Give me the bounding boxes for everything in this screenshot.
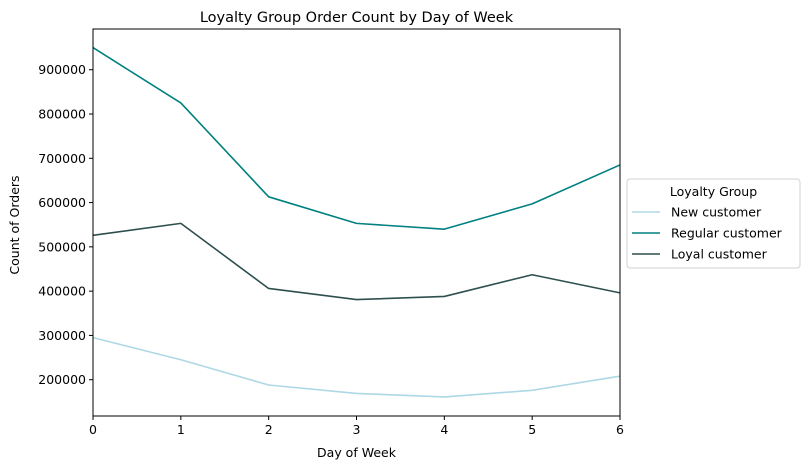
y-tick-label: 900000 xyxy=(38,62,86,77)
y-tick-label: 500000 xyxy=(38,239,86,254)
x-tick-label: 1 xyxy=(177,422,185,437)
legend-label: Regular customer xyxy=(671,226,783,241)
x-tick-label: 5 xyxy=(528,422,536,437)
series-line-new-customer xyxy=(92,336,621,398)
plot-background xyxy=(93,29,620,416)
series-line-loyal-customer xyxy=(92,222,621,301)
legend-frame xyxy=(626,178,801,269)
chart-title: Loyalty Group Order Count by Day of Week xyxy=(200,10,514,26)
y-tick-label: 600000 xyxy=(38,195,86,210)
plot-area xyxy=(92,28,621,417)
y-tick-label: 200000 xyxy=(38,372,86,387)
series-group xyxy=(92,46,621,398)
legend-label: Loyal customer xyxy=(671,247,768,262)
legend: Loyalty Group New customer Regular custom… xyxy=(626,178,801,269)
legend-items: New customer Regular customer Loyal custom… xyxy=(632,205,783,262)
y-tick-label: 300000 xyxy=(38,328,86,343)
x-tick-label: 3 xyxy=(353,422,361,437)
x-axis: 0 1 2 3 4 5 6 xyxy=(89,416,624,437)
legend-label: New customer xyxy=(671,205,762,220)
x-tick-label: 0 xyxy=(89,422,97,437)
series-line-regular-customer xyxy=(92,46,621,230)
y-tick-label: 700000 xyxy=(38,151,86,166)
y-axis: 200000 300000 400000 500000 600000 700000 8000… xyxy=(38,62,93,387)
x-tick-label: 4 xyxy=(440,422,448,437)
y-tick-label: 800000 xyxy=(38,107,86,122)
x-tick-label: 2 xyxy=(265,422,273,437)
x-axis-label: Day of Week xyxy=(317,445,397,460)
x-tick-label: 6 xyxy=(616,422,624,437)
legend-title: Loyalty Group xyxy=(670,184,757,199)
y-tick-label: 400000 xyxy=(38,284,86,299)
y-axis-label: Count of Orders xyxy=(7,175,22,274)
